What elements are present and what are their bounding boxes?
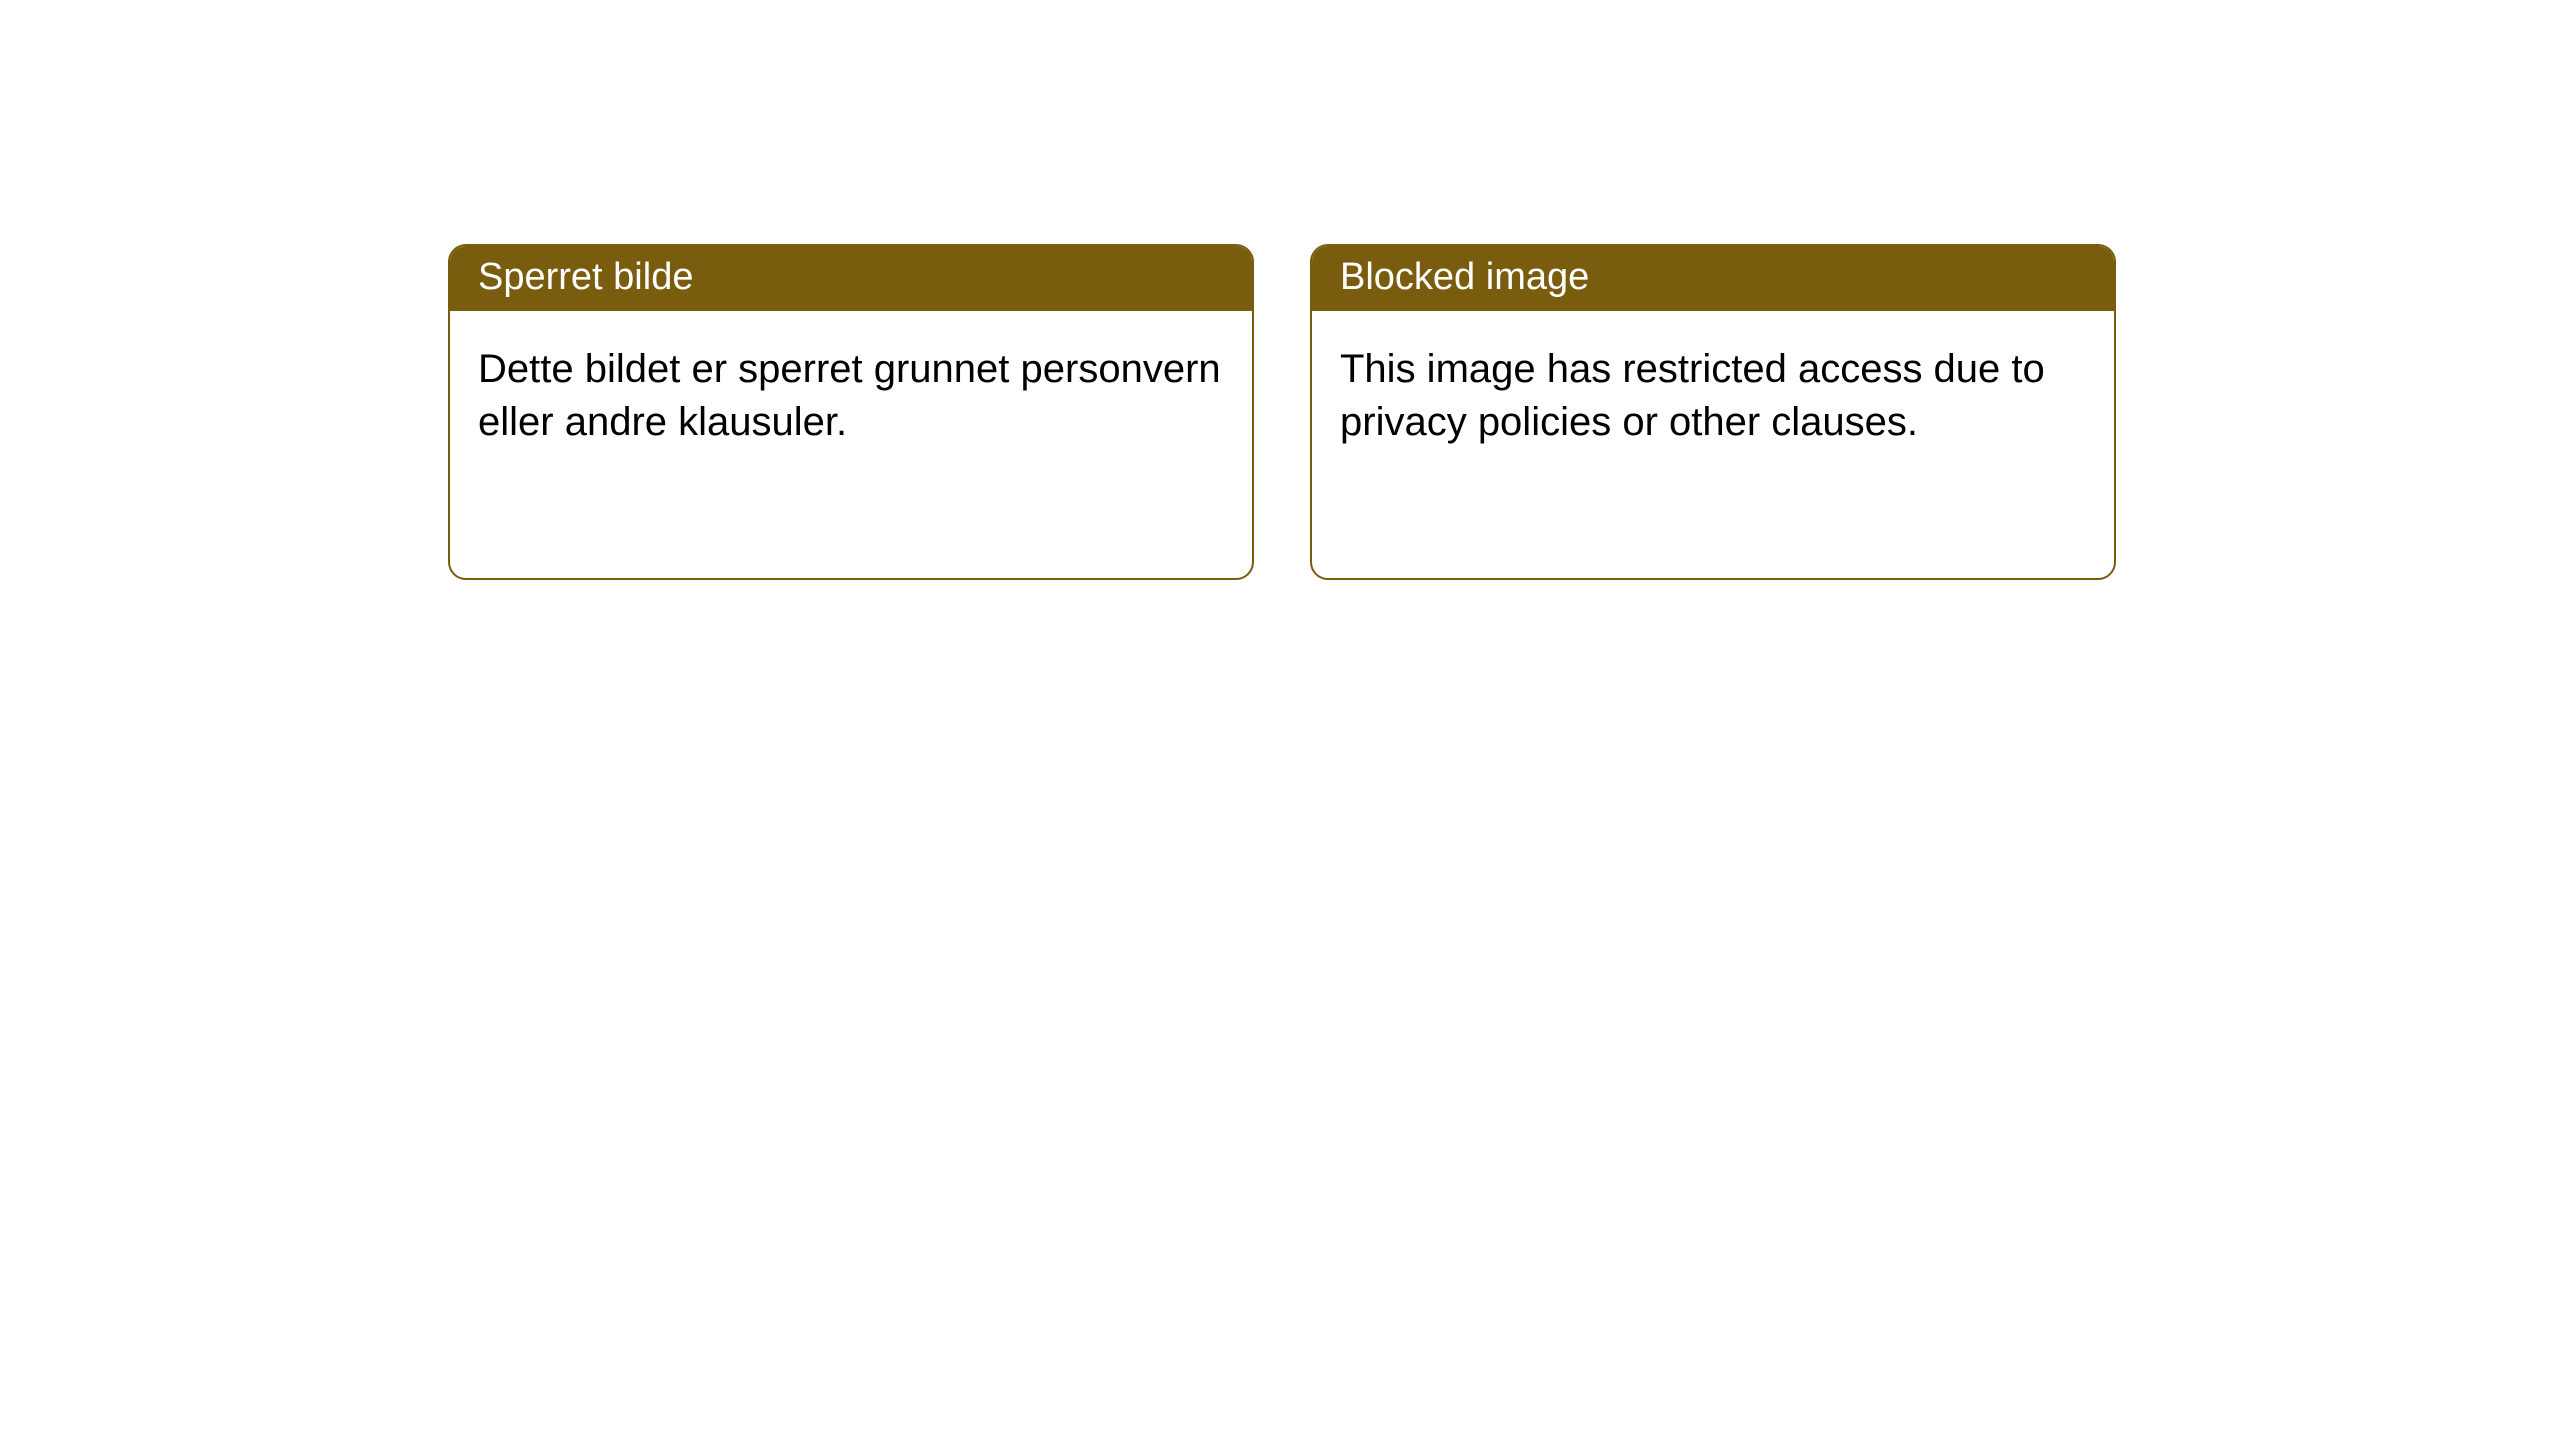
notice-body: Dette bildet er sperret grunnet personve… bbox=[450, 311, 1252, 481]
notice-body: This image has restricted access due to … bbox=[1312, 311, 2114, 481]
notice-card-norwegian: Sperret bilde Dette bildet er sperret gr… bbox=[448, 244, 1254, 580]
notice-card-english: Blocked image This image has restricted … bbox=[1310, 244, 2116, 580]
notice-container: Sperret bilde Dette bildet er sperret gr… bbox=[0, 0, 2560, 580]
notice-title: Blocked image bbox=[1312, 246, 2114, 311]
notice-title: Sperret bilde bbox=[450, 246, 1252, 311]
